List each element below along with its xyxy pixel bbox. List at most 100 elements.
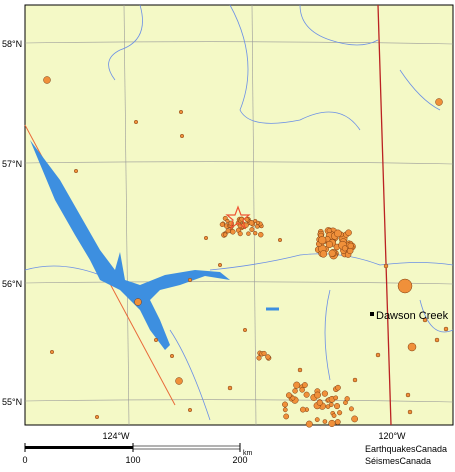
earthquake — [203, 235, 209, 241]
earthquake — [407, 409, 413, 415]
earthquake — [242, 327, 248, 333]
earthquake — [405, 392, 411, 398]
earthquake — [305, 420, 313, 428]
earthquake — [321, 390, 328, 397]
credit: SéismesCanada — [365, 456, 431, 466]
earthquake — [253, 231, 258, 236]
lat-label: 58°N — [2, 39, 22, 49]
earthquake — [187, 277, 193, 283]
border — [377, 4, 392, 426]
earthquake — [345, 229, 352, 236]
earthquake — [328, 249, 336, 257]
earthquake — [316, 399, 323, 406]
earthquake — [94, 414, 100, 420]
earthquake — [375, 352, 381, 358]
scale-label: 0 — [22, 455, 27, 465]
earthquake — [435, 98, 443, 106]
earthquake — [187, 407, 193, 413]
earthquake — [246, 231, 251, 236]
earthquake — [352, 377, 358, 383]
lat-label: 56°N — [2, 279, 22, 289]
earthquake — [397, 278, 413, 294]
graticule — [24, 4, 454, 426]
earthquake — [225, 218, 230, 224]
scale-bar — [24, 443, 241, 452]
earthquake — [344, 396, 350, 402]
earthquake — [257, 231, 264, 238]
earthquake — [319, 250, 328, 258]
earthquake — [179, 133, 185, 139]
earthquakes — [43, 76, 449, 428]
earthquake — [265, 354, 271, 360]
earthquake — [222, 232, 228, 237]
earthquake — [333, 395, 339, 401]
earthquake — [253, 218, 258, 224]
earthquake — [292, 388, 298, 394]
earthquake — [261, 350, 267, 357]
earthquake — [248, 219, 255, 226]
earthquake — [133, 119, 139, 125]
earthquake — [322, 419, 328, 424]
earthquake — [443, 326, 449, 332]
earthquake — [348, 406, 354, 412]
earthquake — [334, 229, 342, 238]
earthquake — [341, 245, 348, 252]
city-label: Dawson Creek — [376, 310, 449, 322]
earthquake — [299, 406, 306, 413]
earthquake — [347, 242, 354, 249]
earthquake — [219, 221, 225, 227]
earthquake — [230, 229, 236, 235]
earthquake — [49, 349, 55, 355]
earthquake — [318, 236, 327, 245]
earthquake — [331, 413, 337, 419]
earthquake — [334, 419, 341, 425]
earthquake — [301, 382, 308, 388]
earthquake — [282, 401, 288, 408]
earthquake — [217, 262, 223, 268]
earthquake — [337, 410, 343, 416]
earthquake — [43, 76, 51, 84]
city-marker — [370, 312, 374, 316]
largest-event — [225, 205, 251, 230]
earthquake — [351, 415, 359, 423]
scale-unit: km — [243, 450, 253, 457]
earthquake — [328, 402, 334, 408]
earthquake — [277, 237, 283, 243]
earthquake — [178, 109, 184, 115]
scale-label: 200 — [232, 455, 247, 465]
earthquake — [169, 353, 175, 359]
earthquake — [328, 419, 336, 427]
earthquake — [293, 381, 301, 389]
lat-label: 55°N — [2, 397, 22, 407]
earthquake — [297, 367, 303, 373]
earthquake — [299, 387, 305, 393]
earthquake — [227, 385, 233, 391]
earthquake — [73, 168, 79, 174]
earthquake — [333, 403, 341, 410]
earthquake — [383, 263, 389, 269]
lon-label: 120°W — [378, 431, 406, 441]
earthquake — [256, 355, 262, 361]
earthquake — [175, 377, 183, 385]
credit: EarthquakesCanada — [365, 444, 447, 454]
earthquake — [434, 337, 440, 343]
earthquake — [325, 240, 333, 249]
earthquake — [249, 227, 255, 233]
earthquake — [282, 407, 288, 413]
earthquake — [237, 231, 243, 237]
rivers — [24, 4, 454, 421]
earthquake — [303, 391, 310, 398]
earthquake — [407, 342, 417, 352]
earthquake — [283, 413, 290, 420]
earthquake — [153, 337, 159, 343]
earthquake — [225, 228, 231, 234]
earthquake — [335, 384, 341, 391]
earthquake — [314, 391, 321, 399]
earthquake — [285, 392, 292, 399]
earthquake — [290, 395, 296, 401]
scale-label: 100 — [125, 455, 140, 465]
earthquake — [422, 317, 428, 323]
earthquake — [134, 298, 142, 306]
